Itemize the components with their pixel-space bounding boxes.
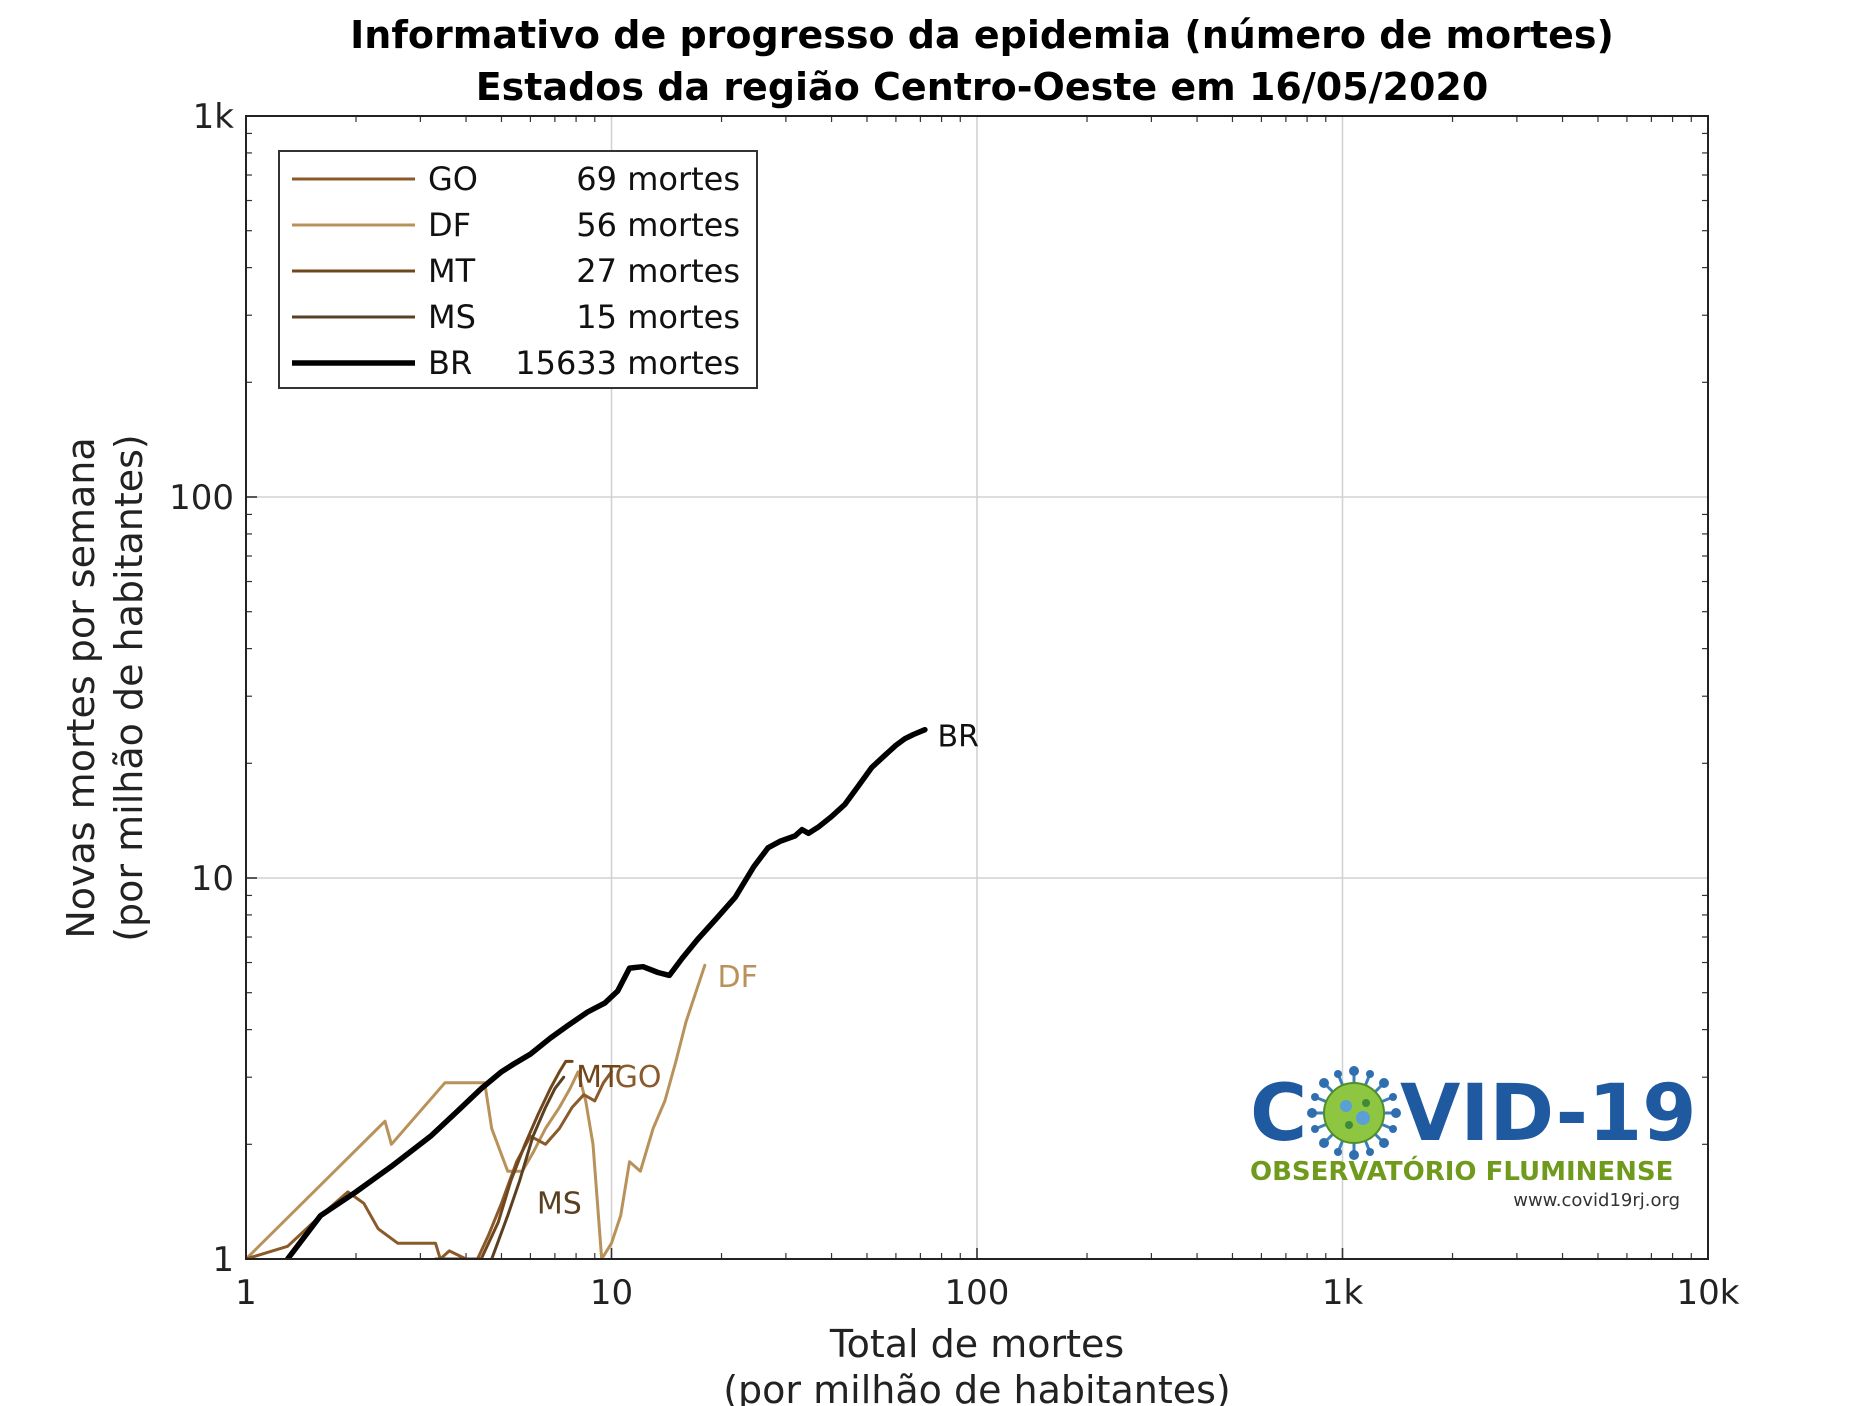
- x-tick-label: 100: [945, 1273, 1010, 1313]
- y-tick-labels: 1 10 100 1k: [169, 97, 234, 1280]
- virus-icon: [1307, 1066, 1401, 1160]
- legend-death-count: 69 mortes: [576, 160, 740, 198]
- logo-title-right: VID-19: [1400, 1069, 1697, 1159]
- series-line-df: [246, 963, 707, 1259]
- series-line-br: [284, 726, 928, 1259]
- axes-frame: [245, 115, 1709, 1260]
- end-label-ms: MS: [537, 1186, 582, 1221]
- logo-title-left: C: [1250, 1069, 1307, 1159]
- x-tick-label: 10: [590, 1273, 633, 1313]
- y-tick-label: 10: [191, 859, 234, 899]
- end-label-br: BR: [938, 720, 979, 755]
- legend-series-name: BR: [428, 344, 472, 382]
- x-tick-labels: 1 10 100 1k 10k: [235, 1273, 1740, 1313]
- legend: GO 69 mortes DF 56 mortes MT 27 mortes MS 15 mo…: [278, 150, 758, 389]
- chart-title: Informativo de progresso da epidemia (nú…: [350, 13, 1614, 57]
- legend-series-name: DF: [428, 206, 471, 244]
- end-label-df: DF: [718, 960, 758, 995]
- series-lines: [246, 726, 928, 1259]
- x-tick-label: 10k: [1677, 1273, 1740, 1313]
- end-label-mt: MT: [576, 1060, 621, 1095]
- y-tick-label: 1k: [193, 97, 235, 137]
- x-tick-label: 1k: [1322, 1273, 1364, 1313]
- end-label-go: GO: [615, 1060, 662, 1095]
- y-axis-label-units: (por milhão de habitantes): [107, 434, 151, 942]
- legend-series-name: MT: [428, 252, 476, 290]
- covid19-logo: C: [1250, 1066, 1697, 1211]
- logo-url: www.covid19rj.org: [1513, 1190, 1680, 1211]
- legend-death-count: 27 mortes: [576, 252, 740, 290]
- y-tick-label: 1: [212, 1240, 234, 1280]
- series-line-ms: [490, 1075, 566, 1259]
- legend-series-name: MS: [428, 298, 476, 336]
- x-axis-label: Total de mortes: [829, 1322, 1124, 1366]
- x-tick-label: 1: [235, 1273, 257, 1313]
- series-line-mt: [434, 1059, 574, 1259]
- legend-death-count: 15633 mortes: [515, 344, 740, 382]
- chart-subtitle: Estados da região Centro-Oeste em 16/05/…: [476, 65, 1489, 109]
- legend-series-name: GO: [428, 160, 478, 198]
- legend-death-count: 15 mortes: [576, 298, 740, 336]
- series-line-go: [246, 1070, 613, 1259]
- y-axis-label: Novas mortes por semana: [59, 437, 103, 938]
- y-tick-label: 100: [169, 478, 234, 518]
- x-axis-label-units: (por milhão de habitantes): [723, 1368, 1231, 1406]
- legend-death-count: 56 mortes: [576, 206, 740, 244]
- logo-subtitle: OBSERVATÓRIO FLUMINENSE: [1250, 1155, 1673, 1187]
